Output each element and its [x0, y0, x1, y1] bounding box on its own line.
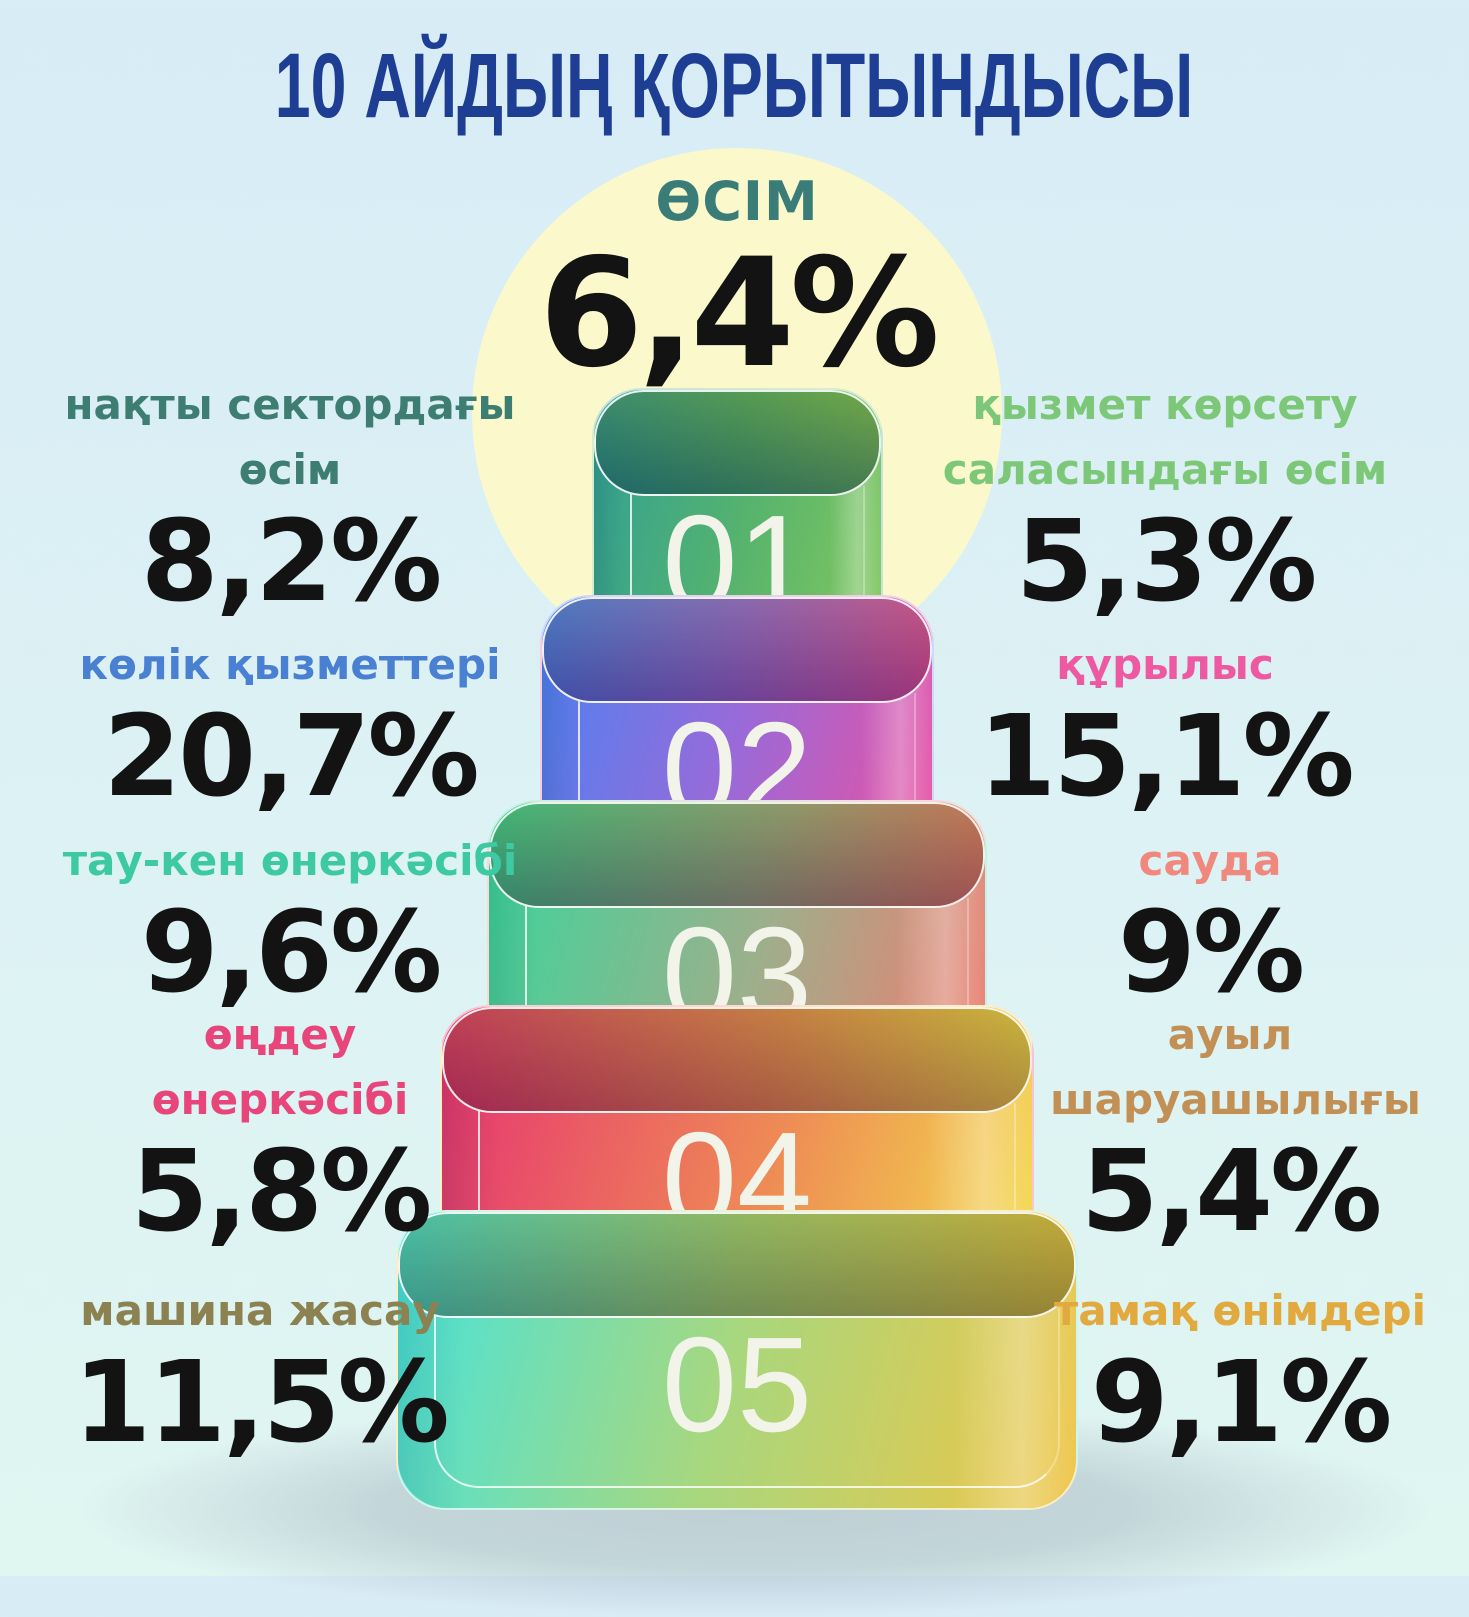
page-title: 10 АЙДЫҢ ҚОРЫТЫНДЫСЫ: [275, 35, 1194, 137]
stat-agriculture: ауыл шаруашылығы 5,4%: [1050, 1002, 1421, 1258]
stat-label: тау-кен өнеркәсібі: [62, 836, 518, 885]
stat-label: құрылыс: [1056, 640, 1274, 689]
stat-manufacturing-industry: өңдеу өнеркәсібі 5,8%: [85, 1002, 475, 1251]
stat-food-products: тамақ өнімдері 9,1%: [1030, 1278, 1450, 1462]
stat-label: өңдеу өнеркәсібі: [151, 1010, 409, 1125]
stat-label: сауда: [1138, 836, 1282, 885]
stat-value: 8,2%: [140, 497, 443, 628]
stat-overall-growth: ӨСІМ 6,4%: [470, 170, 1004, 395]
stat-trade: сауда 9%: [990, 828, 1430, 1012]
stat-value: 6,4%: [538, 227, 940, 401]
stat-value: 5,3%: [1015, 497, 1318, 628]
stat-label: көлік қызметтері: [79, 640, 501, 689]
block-lid: [398, 1212, 1076, 1318]
tower-block-05: 05: [396, 1210, 1078, 1510]
stat-construction: құрылыс 15,1%: [930, 632, 1400, 816]
stat-value: 15,1%: [978, 692, 1355, 823]
block-lid: [442, 1007, 1032, 1113]
stat-value: 20,7%: [103, 692, 480, 823]
stat-label: машина жасау: [80, 1286, 440, 1335]
block-lid: [594, 390, 881, 496]
stat-label: тамақ өнімдері: [1054, 1286, 1426, 1335]
stat-label: ӨСІМ: [655, 170, 819, 233]
stat-value: 5,4%: [1080, 1127, 1383, 1258]
stat-value: 9,1%: [1090, 1338, 1393, 1469]
block-number: 05: [661, 1309, 813, 1460]
stat-transport-services: көлік қызметтері 20,7%: [55, 632, 525, 816]
stat-value: 11,5%: [73, 1338, 450, 1469]
block-lid: [542, 597, 932, 703]
stat-label: нақты сектордағы өсім: [64, 380, 516, 495]
stat-value: 9%: [1117, 888, 1305, 1019]
block-highlight: [434, 1308, 1060, 1488]
stat-machine-building: машина жасау 11,5%: [40, 1278, 480, 1462]
block-lid: [489, 802, 985, 908]
stat-real-sector-growth: нақты сектордағы өсім 8,2%: [55, 372, 525, 621]
stat-label: ауыл шаруашылығы: [1050, 1010, 1421, 1125]
stat-label: қызмет көрсету саласындағы өсім: [942, 380, 1388, 495]
stat-mining-industry: тау-кен өнеркәсібі 9,6%: [55, 828, 525, 1012]
stat-services-growth: қызмет көрсету саласындағы өсім 5,3%: [930, 372, 1400, 621]
stat-value: 5,8%: [130, 1127, 433, 1258]
stat-value: 9,6%: [140, 888, 443, 1019]
